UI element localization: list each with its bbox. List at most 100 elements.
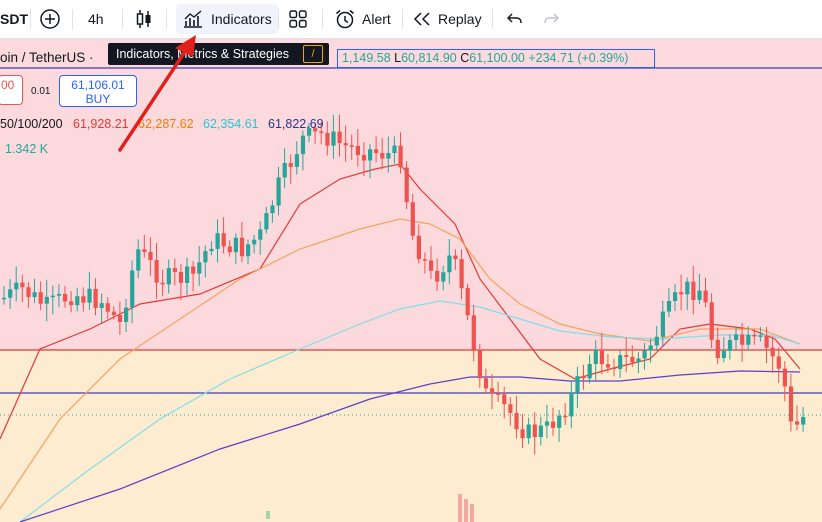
volume-bar: [458, 494, 462, 522]
chart-canvas[interactable]: [0, 39, 822, 522]
candle-body: [538, 425, 543, 438]
layout-grid-icon: [289, 10, 307, 28]
candle-body: [422, 259, 428, 261]
candle-body: [648, 345, 653, 351]
chart-type-button[interactable]: [134, 4, 154, 34]
candle-body: [605, 364, 611, 368]
candle-body: [477, 349, 482, 379]
candle-body: [178, 271, 184, 283]
alert-label: Alert: [362, 11, 391, 27]
candle-body: [172, 268, 177, 272]
candle-body: [38, 292, 43, 304]
redo-icon: [544, 13, 560, 23]
alert-button[interactable]: Alert: [334, 4, 391, 34]
candle-body: [221, 233, 226, 247]
candle-body: [563, 415, 568, 418]
candle-body: [319, 131, 324, 133]
candle-body: [203, 251, 208, 263]
alert-clock-icon: [336, 9, 354, 29]
candle-body: [93, 288, 98, 308]
candle-body: [483, 378, 489, 389]
candle-body: [520, 429, 525, 439]
candle-body: [355, 145, 360, 156]
candle-body: [709, 302, 714, 340]
symbol-label: SDT: [0, 11, 28, 27]
candle-body: [300, 135, 306, 155]
candle-body: [459, 259, 464, 289]
candle-body: [294, 154, 299, 167]
candle-body: [154, 260, 159, 283]
symbol-title[interactable]: oin / TetherUS ·: [0, 50, 94, 65]
compare-button[interactable]: [38, 4, 62, 34]
candle-body: [410, 202, 415, 236]
candle-body: [544, 421, 550, 426]
candle-body: [636, 358, 641, 363]
candle-body: [264, 213, 269, 230]
indicators-icon: [184, 10, 202, 28]
ohlc-low: 60,814.90: [401, 51, 457, 65]
price-chart[interactable]: [0, 39, 822, 522]
undo-icon: [506, 13, 522, 23]
candle-body: [258, 229, 263, 240]
candle-body: [99, 303, 104, 308]
ma-value-3: 62,354.61: [203, 117, 259, 131]
candle-body: [239, 237, 245, 257]
candle-body: [508, 404, 513, 413]
indicators-button[interactable]: Indicators: [176, 4, 278, 34]
candle-body: [618, 355, 623, 370]
divider: [402, 9, 403, 29]
candle-body: [569, 392, 574, 417]
sell-button[interactable]: 00: [0, 75, 23, 105]
candle-body: [191, 266, 196, 274]
candle-body: [551, 421, 556, 428]
candle-body: [721, 350, 726, 359]
candle-body: [581, 376, 586, 379]
candle-body: [343, 143, 348, 146]
candle-body: [386, 153, 391, 159]
candle-body: [557, 415, 562, 428]
candle-body: [50, 295, 55, 298]
candle-body: [416, 235, 421, 260]
spread-value: 0.01: [31, 86, 51, 97]
candle-body: [44, 296, 49, 304]
candle-body: [496, 393, 501, 395]
undo-button[interactable]: [506, 4, 524, 34]
redo-button[interactable]: [542, 4, 560, 34]
interval-button[interactable]: 4h: [88, 4, 104, 34]
ma-legend-label[interactable]: 50/100/200: [0, 117, 63, 131]
volume-bar: [266, 511, 270, 519]
candle-body: [142, 249, 147, 252]
buy-button[interactable]: 61,106.01 BUY: [59, 75, 137, 107]
candle-body: [502, 394, 507, 405]
divider: [322, 9, 323, 29]
ma-line-4: [19, 370, 801, 522]
candle-body: [136, 249, 141, 271]
candle-body: [526, 424, 531, 439]
candle-body: [8, 289, 13, 298]
candle-body: [2, 297, 7, 300]
candle-body: [56, 293, 62, 296]
volume-bar: [464, 499, 468, 522]
candle-body: [795, 421, 800, 425]
candle-body: [349, 145, 354, 147]
candle-body: [447, 255, 452, 273]
layout-button[interactable]: [288, 4, 308, 34]
buy-label: BUY: [85, 92, 111, 106]
candle-body: [331, 131, 336, 146]
replay-icon: [413, 12, 430, 26]
candle-body: [612, 367, 617, 370]
candle-body: [465, 288, 470, 316]
divider: [72, 9, 73, 29]
candle-body: [679, 292, 684, 295]
divider: [166, 9, 167, 29]
candle-body: [282, 162, 287, 178]
divider: [30, 9, 31, 29]
replay-button[interactable]: Replay: [412, 4, 482, 34]
candle-body: [514, 412, 519, 430]
candle-body: [270, 205, 275, 214]
ohlc-low-label: L: [394, 51, 402, 65]
symbol-search-button[interactable]: SDT: [0, 4, 28, 34]
candle-body: [75, 296, 80, 306]
sell-price: 00: [1, 78, 15, 92]
candle-body: [130, 270, 135, 308]
